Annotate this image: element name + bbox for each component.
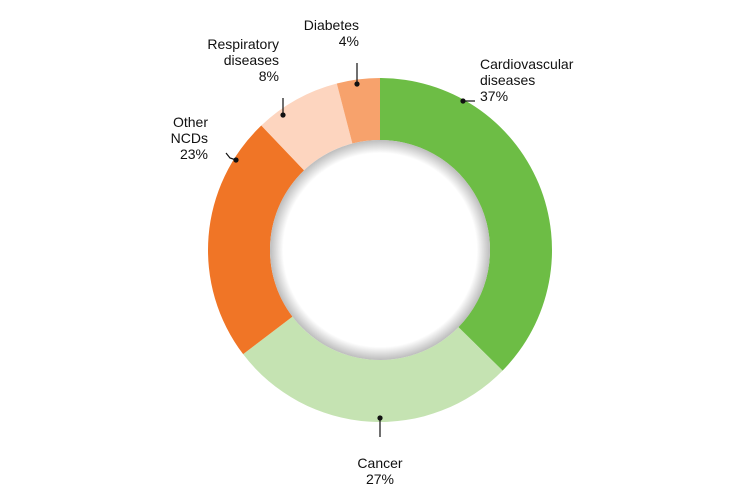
slice-name-label: Cancer — [357, 455, 402, 471]
donut-hole — [270, 140, 490, 360]
slice-name-label: Cardiovascular — [480, 56, 574, 72]
leader-dot — [280, 112, 286, 118]
slice-other-ncds — [207, 125, 305, 355]
slice-name-label: NCDs — [171, 130, 208, 146]
slice-cancer — [243, 316, 503, 422]
slice-name-label: Diabetes — [304, 17, 359, 33]
slice-name-label: Respiratory — [207, 36, 279, 52]
slice-name-label: diseases — [224, 52, 279, 68]
slice-value-label: 37% — [480, 88, 508, 104]
leader-dot — [460, 98, 466, 104]
leader-dot — [354, 81, 360, 87]
slice-respiratory-diseases — [261, 83, 353, 171]
slice-name-label: Other — [173, 114, 208, 130]
slice-name-label: diseases — [480, 72, 535, 88]
leader-dot — [377, 415, 383, 421]
slice-labels: Cardiovasculardiseases37%Cancer27%OtherN… — [171, 17, 574, 487]
slice-value-label: 27% — [366, 471, 394, 487]
slice-cardiovascular-diseases — [380, 78, 552, 371]
slice-value-label: 4% — [339, 33, 359, 49]
slice-value-label: 8% — [259, 68, 279, 84]
donut-slices — [207, 78, 552, 422]
slice-diabetes — [336, 78, 380, 144]
leader-dot — [233, 157, 239, 163]
slice-value-label: 23% — [180, 146, 208, 162]
